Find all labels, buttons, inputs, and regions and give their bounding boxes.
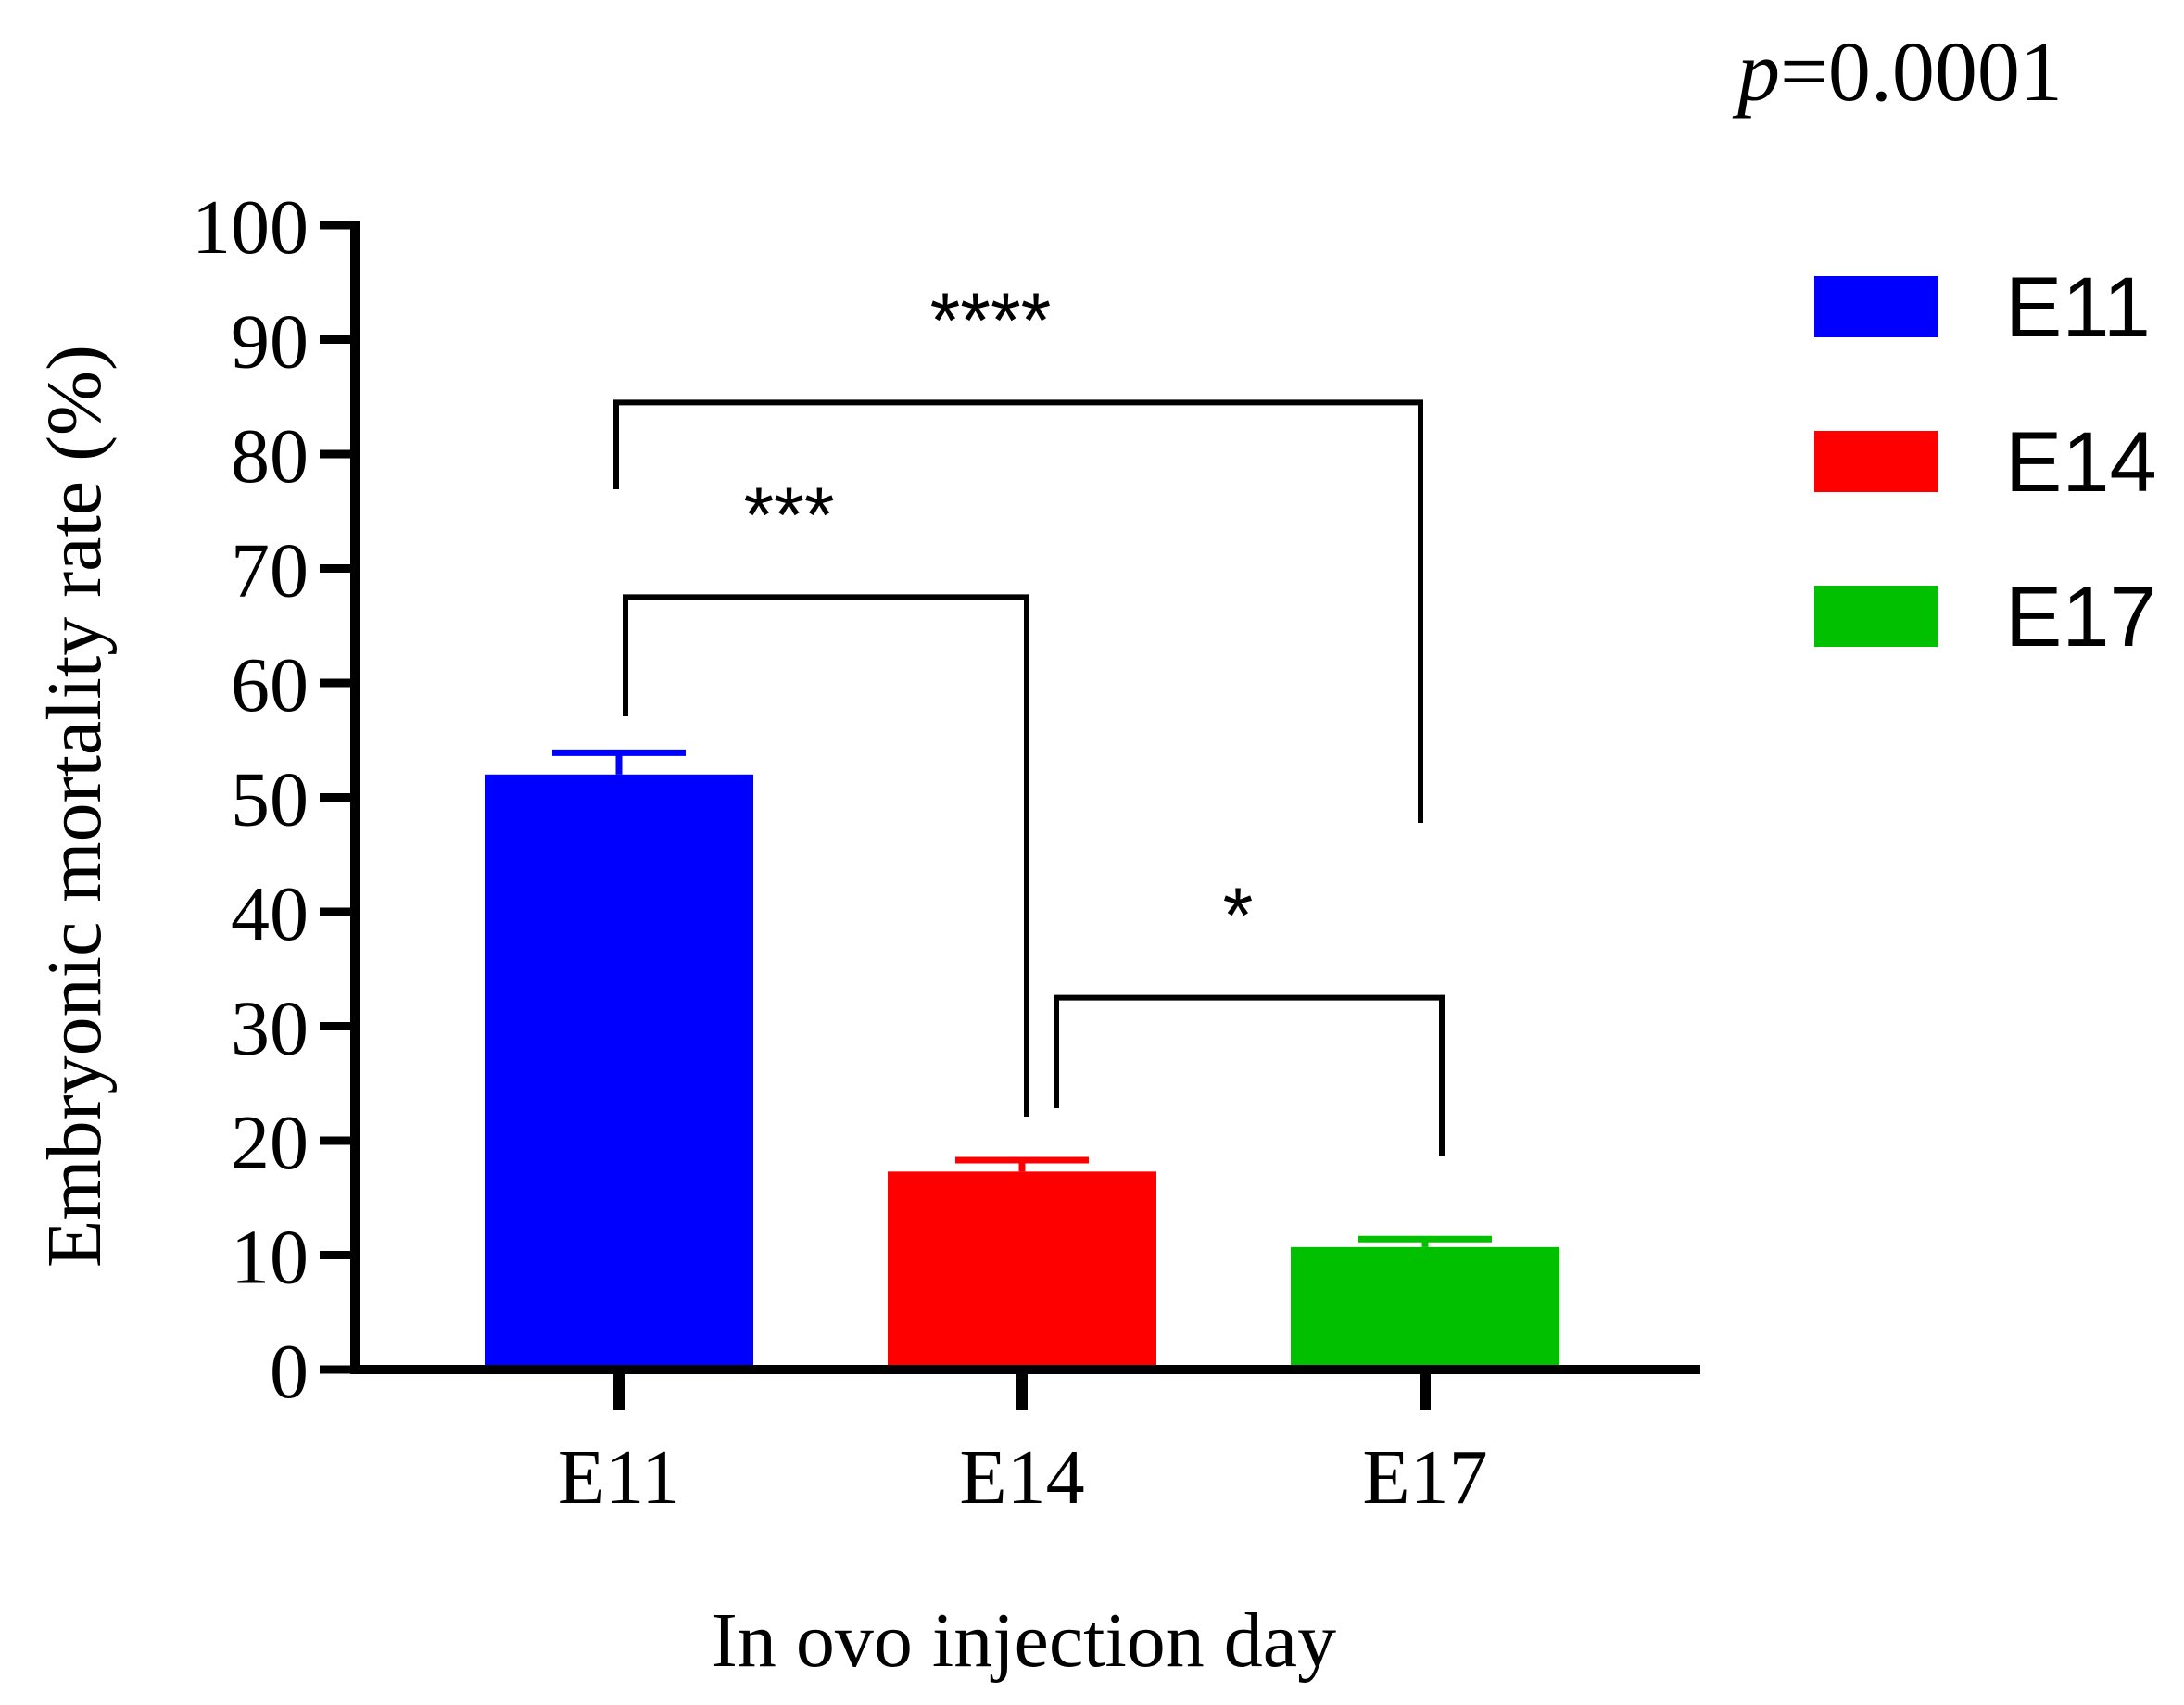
bar-e17 — [1291, 1246, 1559, 1370]
legend-label: E11 — [2005, 260, 2151, 355]
x-tick-label: E14 — [959, 1434, 1084, 1521]
significance-bracket — [623, 594, 1029, 1117]
p-value-value: =0.0001 — [1780, 24, 2063, 119]
significance-bracket — [613, 399, 1423, 823]
y-axis-ticks: 0 10 20 30 40 50 60 70 80 90 100 — [192, 184, 355, 1415]
x-tick-label: E17 — [1362, 1434, 1487, 1521]
significance-label: *** — [743, 471, 834, 558]
y-tick-label: 10 — [231, 1215, 309, 1301]
significance-bracket — [1054, 994, 1445, 1156]
y-tick-label: 0 — [270, 1329, 309, 1415]
y-tick-label: 80 — [231, 413, 309, 499]
legend-label: E17 — [2005, 570, 2157, 664]
y-tick-label: 40 — [231, 871, 309, 957]
significance-label: * — [1223, 872, 1254, 959]
bar-e14 — [888, 1171, 1156, 1370]
y-axis-label: Embryonic mortality rate (%) — [32, 345, 118, 1268]
significance-brackets: ******** — [613, 276, 1445, 1156]
significance-label: **** — [930, 276, 1052, 363]
legend: E11 E14 E17 — [1814, 260, 2157, 664]
legend-swatch-e14 — [1814, 431, 1938, 492]
legend-swatch-e17 — [1814, 586, 1938, 647]
p-value-annotation: p=0.0001 — [1732, 24, 2063, 119]
y-tick-label: 70 — [231, 528, 309, 614]
y-tick-label: 20 — [231, 1100, 309, 1186]
y-tick-label: 100 — [192, 184, 309, 271]
x-tick-label: E11 — [558, 1434, 680, 1521]
bar-e11 — [485, 774, 753, 1370]
error-bars — [552, 749, 1492, 1247]
x-axis-label: In ovo injection day — [712, 1598, 1336, 1684]
y-tick-label: 90 — [231, 299, 309, 385]
y-tick-label: 30 — [231, 986, 309, 1072]
legend-swatch-e11 — [1814, 276, 1938, 337]
bars — [485, 774, 1559, 1370]
p-value-label: p — [1732, 24, 1780, 119]
y-tick-label: 60 — [231, 642, 309, 728]
legend-label: E14 — [2005, 415, 2157, 510]
y-tick-label: 50 — [231, 757, 309, 843]
x-axis-ticks: E11 E14 E17 — [558, 1370, 1488, 1521]
